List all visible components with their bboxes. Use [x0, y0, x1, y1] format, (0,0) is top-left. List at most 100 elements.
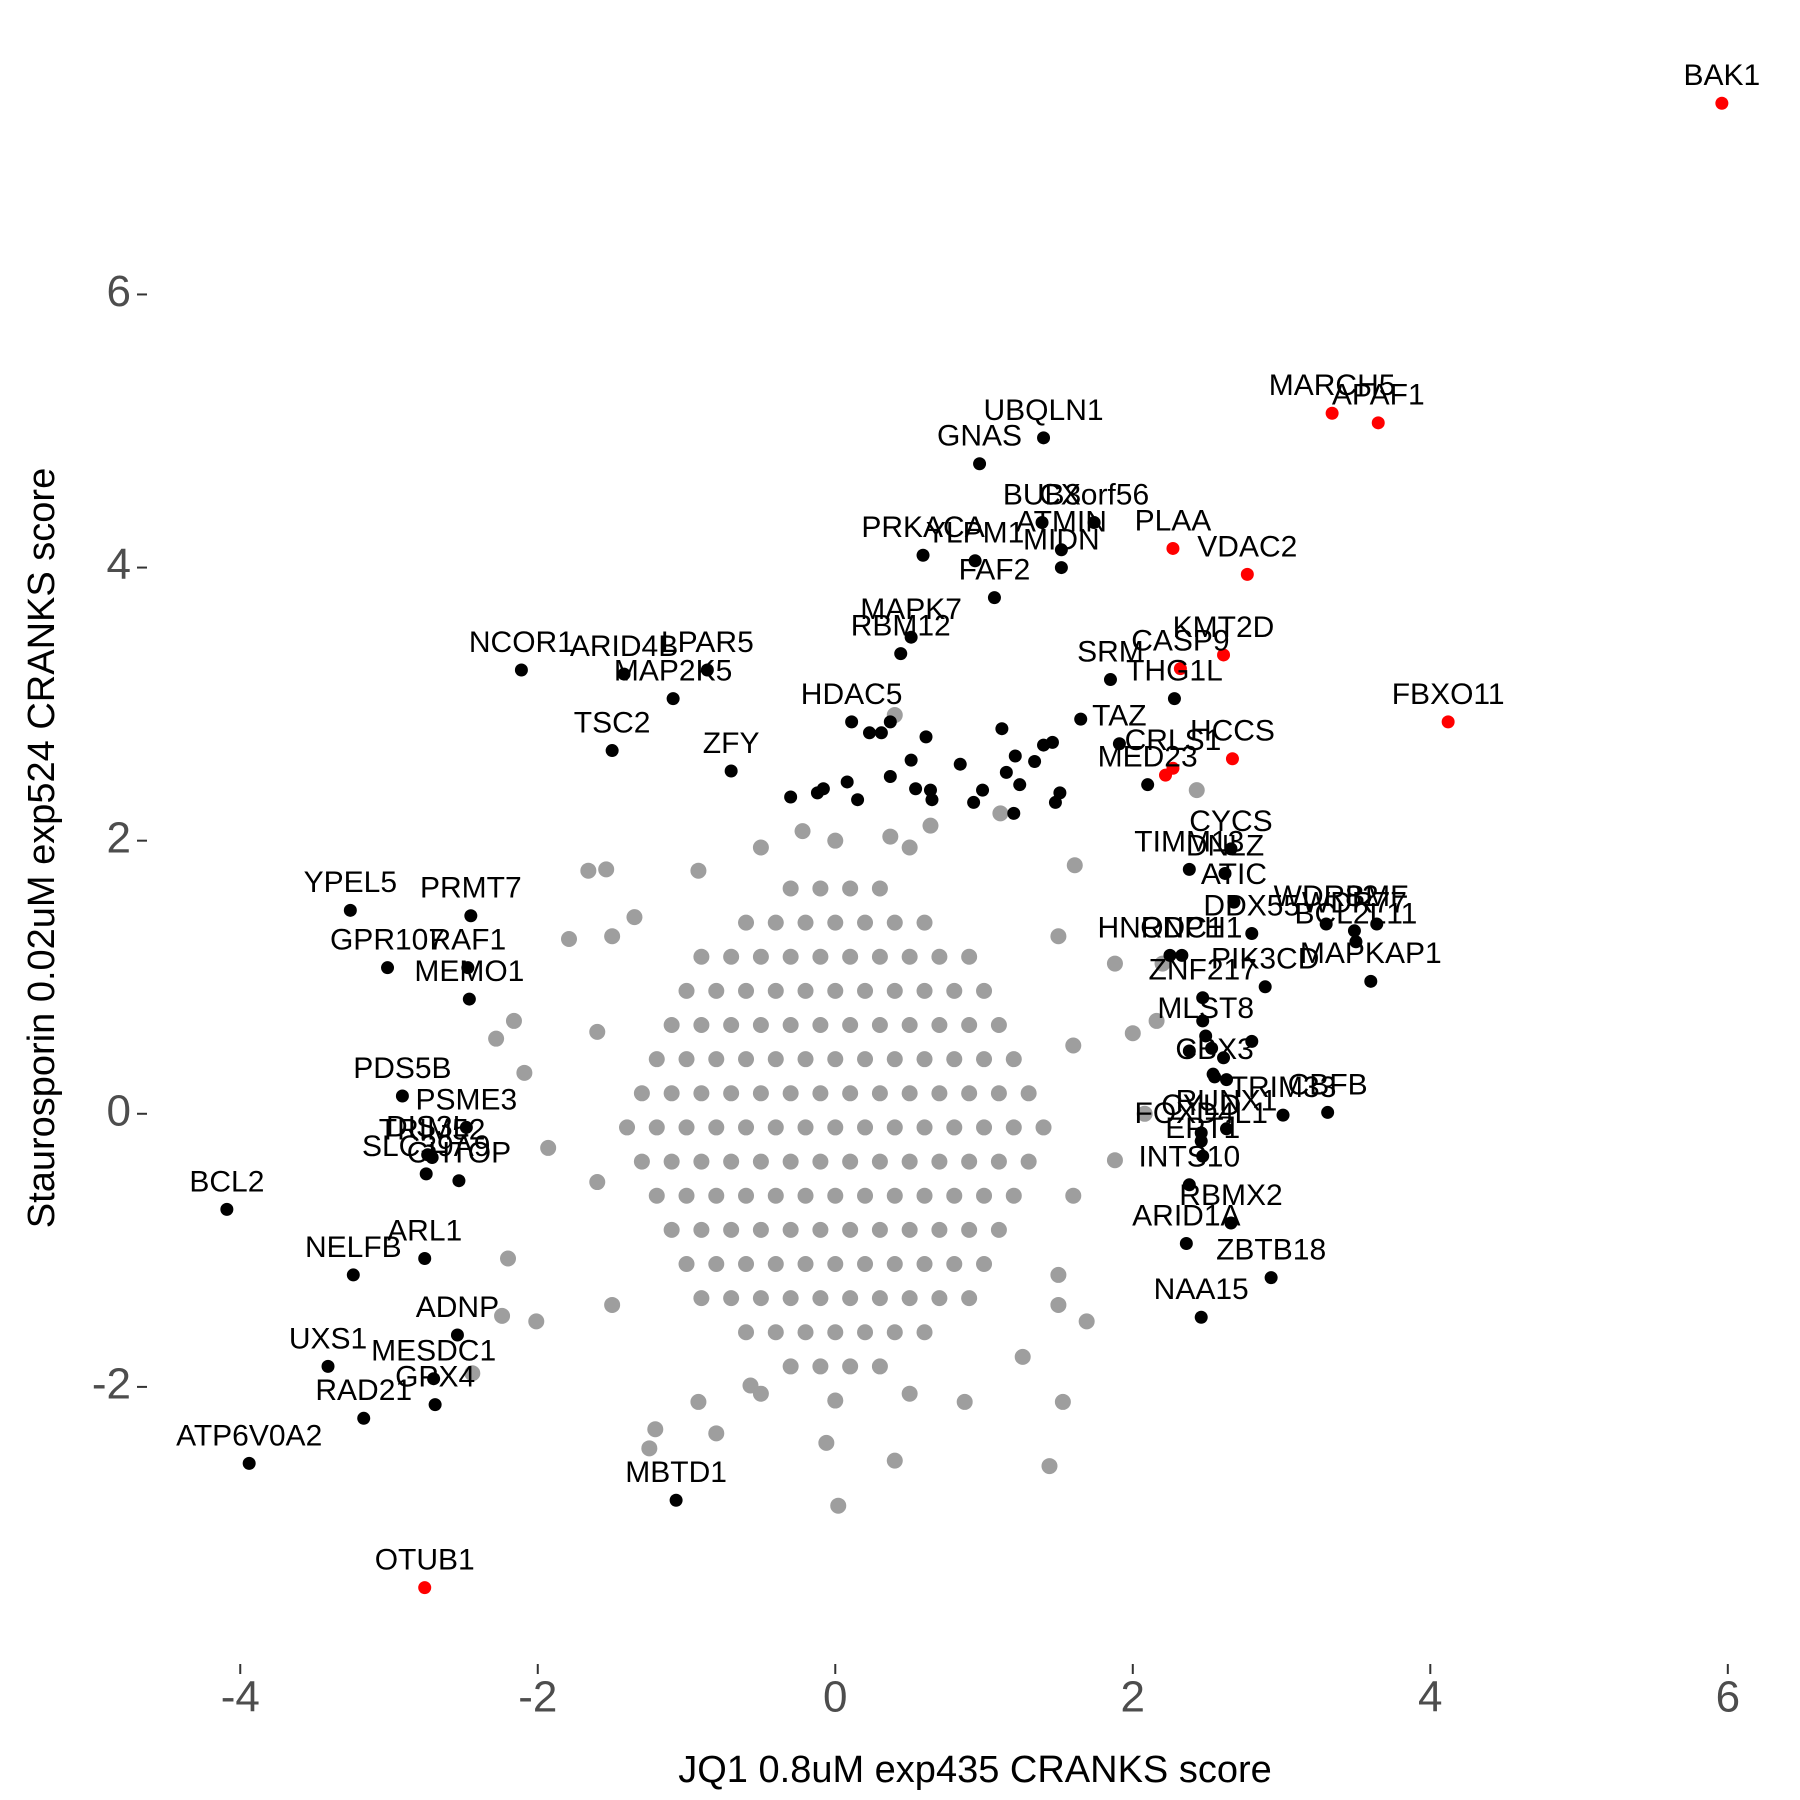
point [343, 903, 357, 917]
point [1054, 561, 1068, 575]
point [812, 1221, 829, 1238]
point-label: FAF2 [959, 554, 1031, 587]
point [842, 1221, 859, 1238]
point [782, 1085, 799, 1102]
point [663, 1017, 680, 1034]
point [752, 1221, 769, 1238]
point-label: RAF1 [430, 924, 507, 957]
point [1182, 862, 1196, 876]
point-label: SRM [1077, 635, 1144, 668]
point-label: BMF [1345, 880, 1408, 913]
point [797, 1119, 814, 1136]
point [723, 1290, 740, 1307]
point [505, 1012, 522, 1029]
point [723, 1221, 740, 1238]
point [990, 1017, 1007, 1034]
point [690, 862, 707, 879]
point [427, 1372, 441, 1386]
point [916, 1324, 933, 1341]
point-label: HDAC5 [801, 678, 903, 711]
point [782, 880, 799, 897]
point [1050, 1266, 1067, 1283]
point [589, 1023, 606, 1040]
point [812, 1085, 829, 1102]
point [381, 961, 395, 975]
point [528, 1313, 545, 1330]
point [1264, 1271, 1278, 1285]
point-label: LPAR5 [661, 626, 754, 659]
point [738, 1051, 755, 1068]
point-label: ARL1 [387, 1214, 462, 1247]
point [669, 1493, 683, 1507]
point [904, 753, 918, 767]
point [812, 880, 829, 897]
point [693, 1017, 710, 1034]
point-label: WDR82 [1274, 880, 1379, 913]
point [516, 1064, 533, 1081]
point [992, 805, 1009, 822]
point [752, 948, 769, 965]
point [1196, 1014, 1210, 1028]
point [901, 1290, 918, 1307]
point [1240, 567, 1254, 581]
point [840, 775, 854, 789]
point [648, 1187, 665, 1204]
point [1028, 754, 1042, 768]
point [886, 1187, 903, 1204]
point [708, 1119, 725, 1136]
point [1205, 1041, 1219, 1055]
point [961, 1085, 978, 1102]
point [886, 914, 903, 931]
point [1112, 737, 1126, 751]
point [589, 1174, 606, 1191]
point [990, 1221, 1007, 1238]
point [886, 1452, 903, 1469]
point [428, 1398, 442, 1412]
x-tick-label: 0 [823, 1673, 847, 1722]
point-label: BCL2L11 [1294, 898, 1417, 931]
point-label: RAD21 [315, 1374, 412, 1407]
point [678, 1187, 695, 1204]
point [693, 1153, 710, 1170]
point [782, 1221, 799, 1238]
point [767, 1187, 784, 1204]
point-label: GNAS [937, 420, 1022, 453]
point [1078, 1313, 1095, 1330]
x-tick-label: 6 [1716, 1673, 1740, 1722]
point [767, 1051, 784, 1068]
point [916, 982, 933, 999]
point-label: PSME3 [416, 1083, 518, 1116]
point [767, 914, 784, 931]
point [857, 1255, 874, 1272]
point [842, 1358, 859, 1375]
point-label: NAA15 [1154, 1273, 1249, 1306]
point-label: MAPKAP1 [1300, 937, 1442, 970]
point [812, 948, 829, 965]
point [1370, 917, 1384, 931]
point [346, 1268, 360, 1282]
point-label: TRIM52 [379, 1113, 486, 1146]
point [1347, 924, 1361, 938]
point-label: PRMT7 [420, 872, 522, 905]
point [886, 982, 903, 999]
point [916, 914, 933, 931]
point [1199, 1029, 1213, 1043]
point [862, 726, 876, 740]
point [894, 647, 908, 661]
point-label: RBM12 [851, 610, 951, 643]
point [883, 769, 897, 783]
point [738, 982, 755, 999]
point [842, 880, 859, 897]
point [617, 667, 631, 681]
point [842, 1017, 859, 1034]
point [1106, 955, 1123, 972]
point [976, 1255, 993, 1272]
point [871, 1085, 888, 1102]
point [1220, 1073, 1234, 1087]
y-tick-label: 0 [107, 1086, 131, 1135]
point-label: PRKACA [861, 511, 984, 544]
point [1715, 96, 1729, 110]
point [1218, 866, 1232, 880]
point [1141, 778, 1155, 792]
